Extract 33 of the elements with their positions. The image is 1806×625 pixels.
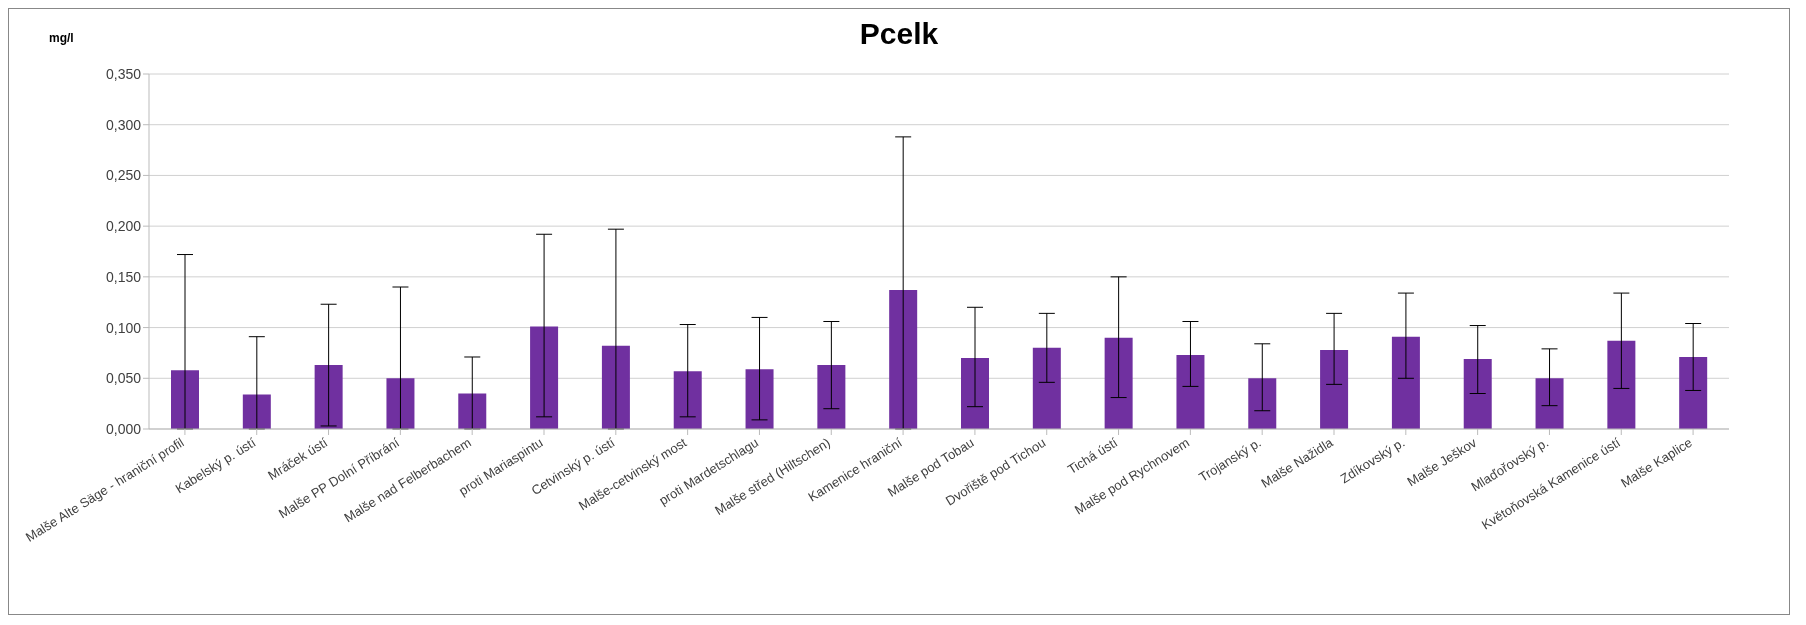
bar [1607,340,1636,429]
bar [673,371,702,429]
bar [171,370,199,429]
x-tick-label: Tichá ústí [1064,434,1121,478]
bar [1391,336,1420,429]
bar [314,365,343,429]
bar [1535,378,1564,429]
y-tick-label: 0,100 [105,319,142,336]
bar [458,393,487,429]
bar [745,369,774,429]
bar [889,290,918,429]
y-tick-label: 0,050 [105,370,142,387]
bar [961,358,989,429]
y-tick-label: 0,200 [105,218,142,235]
bar [1032,347,1061,429]
y-tick-label: 0,300 [105,116,142,133]
bar [1320,349,1349,429]
bar [1176,354,1205,429]
y-tick-label: 0,000 [105,420,142,437]
chart-title: Pcelk [859,17,939,50]
bar [817,365,846,429]
bar [1104,337,1133,429]
bar [1679,356,1708,429]
bar [386,378,415,429]
y-tick-label: 0,250 [105,167,142,184]
y-axis-title: mg/l [49,31,74,45]
bar [601,345,630,429]
bar [1248,378,1277,429]
y-tick-label: 0,150 [105,268,142,285]
y-tick-label: 0,350 [105,65,142,82]
bar [530,326,559,429]
bar [242,394,271,429]
bar [1463,359,1492,429]
